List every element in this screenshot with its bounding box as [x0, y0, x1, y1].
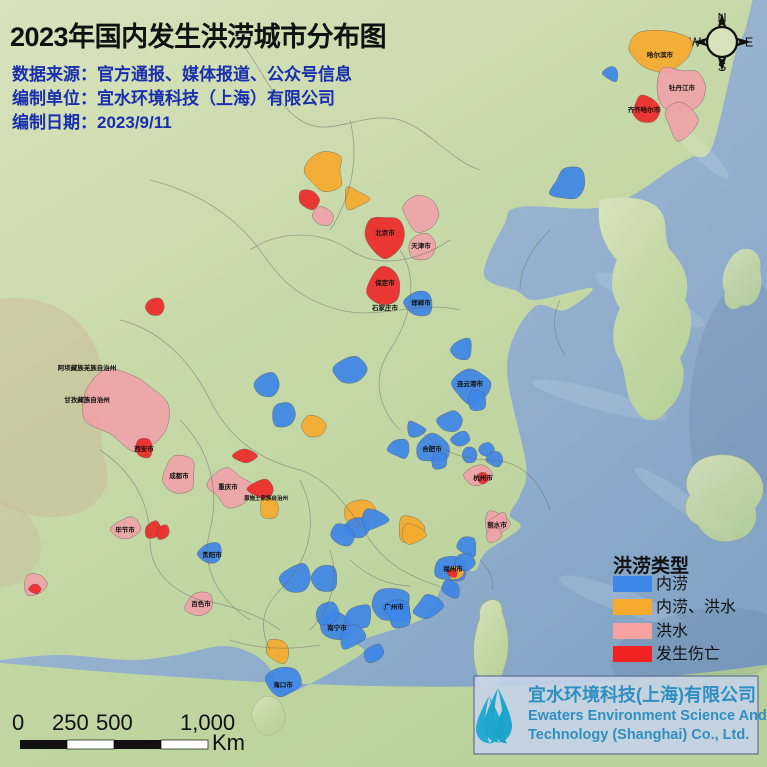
svg-text:连云港市: 连云港市 [457, 379, 484, 388]
svg-text:宜水环境科技(上海)有限公司: 宜水环境科技(上海)有限公司 [528, 684, 756, 705]
svg-text:恩施土家族自治州: 恩施土家族自治州 [244, 494, 289, 502]
svg-text:Technology (Shanghai) Co., Ltd: Technology (Shanghai) Co., Ltd. [528, 727, 749, 743]
svg-text:哈尔滨市: 哈尔滨市 [647, 50, 674, 59]
svg-text:邯郸市: 邯郸市 [411, 298, 431, 307]
svg-text:成都市: 成都市 [169, 471, 189, 480]
svg-text:内涝: 内涝 [656, 575, 688, 593]
svg-text:500: 500 [96, 710, 133, 735]
svg-text:牡丹江市: 牡丹江市 [669, 83, 696, 92]
svg-text:阿坝藏族羌族自治州: 阿坝藏族羌族自治州 [58, 363, 117, 372]
svg-text:2023年国内发生洪涝城市分布图: 2023年国内发生洪涝城市分布图 [10, 21, 386, 52]
svg-text:数据来源：官方通报、媒体报道、公众号信息: 数据来源：官方通报、媒体报道、公众号信息 [12, 64, 352, 84]
svg-text:N: N [717, 11, 726, 25]
svg-text:重庆市: 重庆市 [218, 482, 238, 491]
svg-text:广州市: 广州市 [384, 602, 404, 611]
svg-text:天津市: 天津市 [411, 241, 431, 250]
svg-text:杭州市: 杭州市 [473, 473, 493, 482]
svg-text:Ewaters Environment Science An: Ewaters Environment Science And [528, 708, 767, 724]
svg-text:E: E [745, 36, 753, 50]
svg-text:内涝、洪水: 内涝、洪水 [656, 598, 736, 616]
svg-text:发生伤亡: 发生伤亡 [656, 645, 720, 663]
svg-text:北京市: 北京市 [375, 228, 395, 237]
svg-text:海口市: 海口市 [273, 680, 293, 689]
svg-text:齐齐哈尔市: 齐齐哈尔市 [628, 105, 661, 114]
svg-text:洪水: 洪水 [656, 622, 688, 640]
svg-text:西安市: 西安市 [134, 444, 154, 453]
svg-text:Km: Km [212, 730, 245, 755]
svg-text:毕节市: 毕节市 [115, 525, 135, 534]
svg-text:S: S [718, 60, 726, 74]
svg-text:250: 250 [52, 710, 89, 735]
svg-text:0: 0 [12, 710, 24, 735]
svg-text:贵阳市: 贵阳市 [202, 550, 222, 559]
svg-text:编制日期：2023/9/11: 编制日期：2023/9/11 [12, 112, 172, 132]
svg-text:南宁市: 南宁市 [327, 623, 347, 632]
svg-text:福州市: 福州市 [442, 564, 463, 573]
svg-text:丽水市: 丽水市 [487, 520, 507, 529]
svg-text:洪涝类型: 洪涝类型 [613, 554, 689, 577]
svg-text:保定市: 保定市 [374, 278, 395, 287]
svg-text:甘孜藏族自治州: 甘孜藏族自治州 [64, 395, 110, 404]
svg-text:编制单位：宜水环境科技（上海）有限公司: 编制单位：宜水环境科技（上海）有限公司 [12, 88, 335, 108]
